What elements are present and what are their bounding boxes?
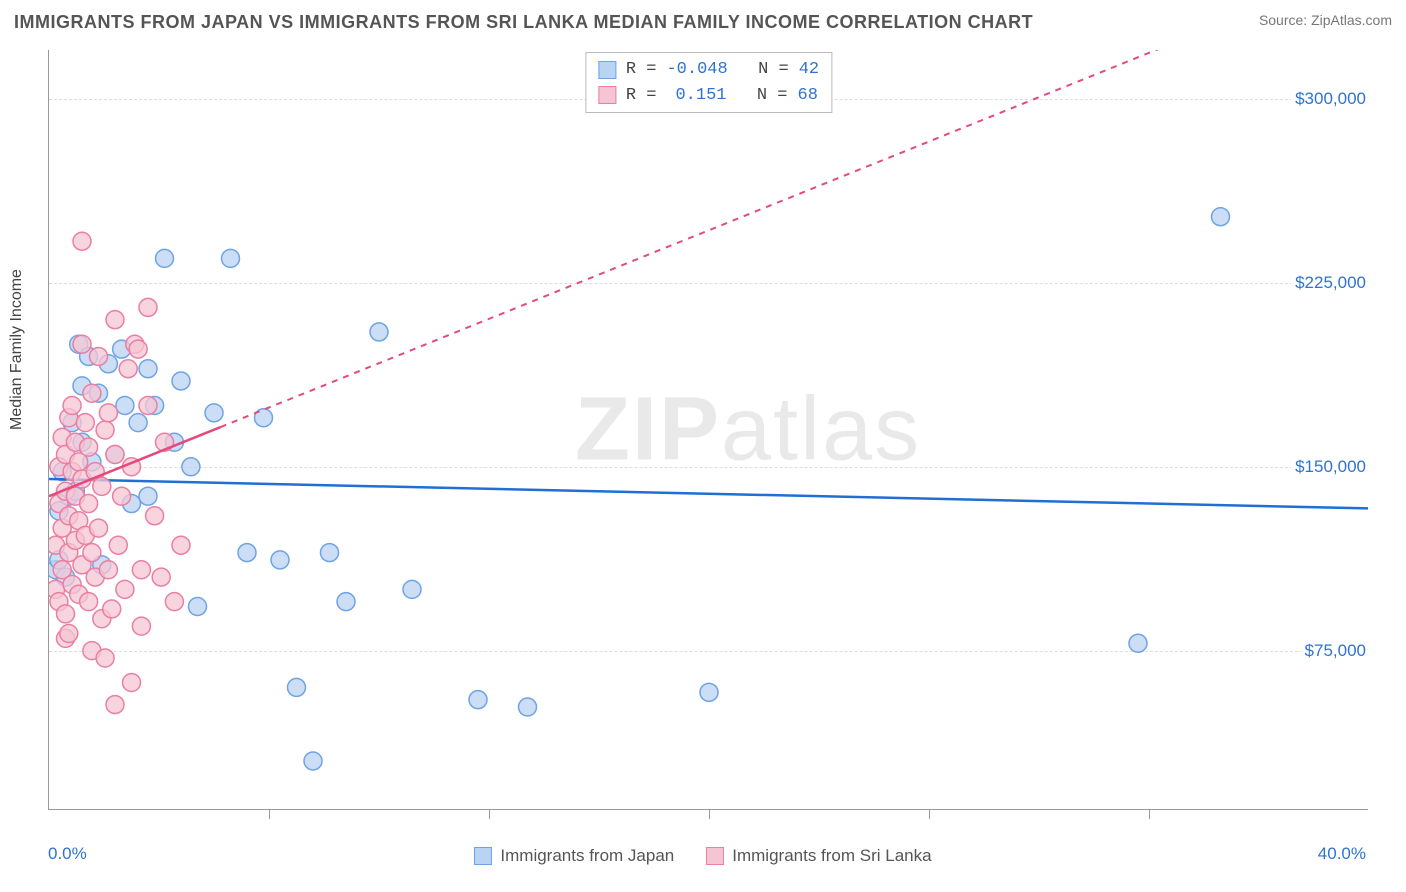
correlation-stat-box: R = -0.048 N = 42 R = 0.151 N = 68 bbox=[585, 52, 832, 113]
chart-title: IMMIGRANTS FROM JAPAN VS IMMIGRANTS FROM… bbox=[14, 12, 1033, 33]
data-point-srilanka bbox=[132, 617, 150, 635]
data-point-srilanka bbox=[152, 568, 170, 586]
x-tick bbox=[1149, 809, 1150, 819]
data-point-srilanka bbox=[83, 544, 101, 562]
data-point-japan bbox=[271, 551, 289, 569]
data-point-srilanka bbox=[57, 605, 75, 623]
data-point-japan bbox=[129, 414, 147, 432]
data-point-japan bbox=[403, 580, 421, 598]
data-point-japan bbox=[189, 598, 207, 616]
legend-label: Immigrants from Japan bbox=[500, 846, 674, 866]
y-tick-label: $75,000 bbox=[1301, 641, 1370, 661]
stat-row-japan: R = -0.048 N = 42 bbox=[598, 57, 819, 83]
data-point-srilanka bbox=[129, 340, 147, 358]
stat-n-value: 42 bbox=[799, 57, 819, 83]
y-tick-label: $150,000 bbox=[1291, 457, 1370, 477]
data-point-srilanka bbox=[99, 404, 117, 422]
data-point-japan bbox=[238, 544, 256, 562]
data-point-srilanka bbox=[80, 495, 98, 513]
data-point-japan bbox=[116, 396, 134, 414]
x-tick bbox=[269, 809, 270, 819]
swatch-srilanka bbox=[598, 86, 616, 104]
stat-n-label: N = bbox=[738, 57, 789, 83]
legend-swatch-japan bbox=[474, 847, 492, 865]
stat-n-value: 68 bbox=[798, 83, 818, 109]
data-point-srilanka bbox=[165, 593, 183, 611]
data-point-japan bbox=[321, 544, 339, 562]
data-point-japan bbox=[222, 249, 240, 267]
trend-line-japan bbox=[49, 479, 1368, 508]
data-point-srilanka bbox=[119, 360, 137, 378]
stat-r-label: R = bbox=[626, 57, 657, 83]
data-point-srilanka bbox=[60, 624, 78, 642]
data-point-japan bbox=[288, 678, 306, 696]
data-point-japan bbox=[1129, 634, 1147, 652]
x-tick bbox=[709, 809, 710, 819]
legend-item-srilanka: Immigrants from Sri Lanka bbox=[706, 846, 931, 866]
x-tick bbox=[929, 809, 930, 819]
data-point-srilanka bbox=[109, 536, 127, 554]
data-point-srilanka bbox=[73, 335, 91, 353]
data-point-srilanka bbox=[103, 600, 121, 618]
bottom-legend: Immigrants from Japan Immigrants from Sri… bbox=[0, 846, 1406, 866]
data-point-srilanka bbox=[90, 347, 108, 365]
data-point-srilanka bbox=[80, 438, 98, 456]
legend-item-japan: Immigrants from Japan bbox=[474, 846, 674, 866]
data-point-japan bbox=[469, 691, 487, 709]
data-point-japan bbox=[139, 487, 157, 505]
data-point-srilanka bbox=[106, 446, 124, 464]
y-tick-label: $300,000 bbox=[1291, 89, 1370, 109]
data-point-srilanka bbox=[93, 477, 111, 495]
data-point-japan bbox=[156, 249, 174, 267]
swatch-japan bbox=[598, 61, 616, 79]
stat-n-label: N = bbox=[736, 83, 787, 109]
data-point-srilanka bbox=[132, 561, 150, 579]
data-point-srilanka bbox=[172, 536, 190, 554]
legend-swatch-srilanka bbox=[706, 847, 724, 865]
data-point-srilanka bbox=[96, 649, 114, 667]
data-point-japan bbox=[205, 404, 223, 422]
y-axis-label: Median Family Income bbox=[8, 269, 26, 430]
stat-r-value: -0.048 bbox=[666, 57, 727, 83]
stat-r-value: 0.151 bbox=[666, 83, 726, 109]
data-point-srilanka bbox=[96, 421, 114, 439]
data-point-japan bbox=[337, 593, 355, 611]
data-point-japan bbox=[370, 323, 388, 341]
stat-r-label: R = bbox=[626, 83, 657, 109]
data-point-japan bbox=[700, 683, 718, 701]
scatter-plot-svg bbox=[49, 50, 1368, 809]
data-point-srilanka bbox=[123, 674, 141, 692]
data-point-srilanka bbox=[73, 232, 91, 250]
data-point-srilanka bbox=[99, 561, 117, 579]
data-point-japan bbox=[1212, 208, 1230, 226]
data-point-japan bbox=[139, 360, 157, 378]
data-point-srilanka bbox=[83, 384, 101, 402]
legend-label: Immigrants from Sri Lanka bbox=[732, 846, 931, 866]
data-point-srilanka bbox=[146, 507, 164, 525]
data-point-srilanka bbox=[76, 414, 94, 432]
data-point-srilanka bbox=[106, 696, 124, 714]
x-tick bbox=[489, 809, 490, 819]
data-point-srilanka bbox=[116, 580, 134, 598]
source-label: Source: ZipAtlas.com bbox=[1259, 12, 1392, 28]
data-point-srilanka bbox=[139, 396, 157, 414]
data-point-japan bbox=[182, 458, 200, 476]
stat-row-srilanka: R = 0.151 N = 68 bbox=[598, 83, 819, 109]
data-point-japan bbox=[304, 752, 322, 770]
data-point-japan bbox=[519, 698, 537, 716]
data-point-srilanka bbox=[113, 487, 131, 505]
data-point-srilanka bbox=[80, 593, 98, 611]
plot-area: ZIPatlas R =-0.048 N =42R =0.151 N =68 $… bbox=[48, 50, 1368, 810]
y-tick-label: $225,000 bbox=[1291, 273, 1370, 293]
data-point-srilanka bbox=[106, 311, 124, 329]
data-point-srilanka bbox=[90, 519, 108, 537]
data-point-srilanka bbox=[63, 396, 81, 414]
data-point-japan bbox=[172, 372, 190, 390]
data-point-srilanka bbox=[139, 298, 157, 316]
